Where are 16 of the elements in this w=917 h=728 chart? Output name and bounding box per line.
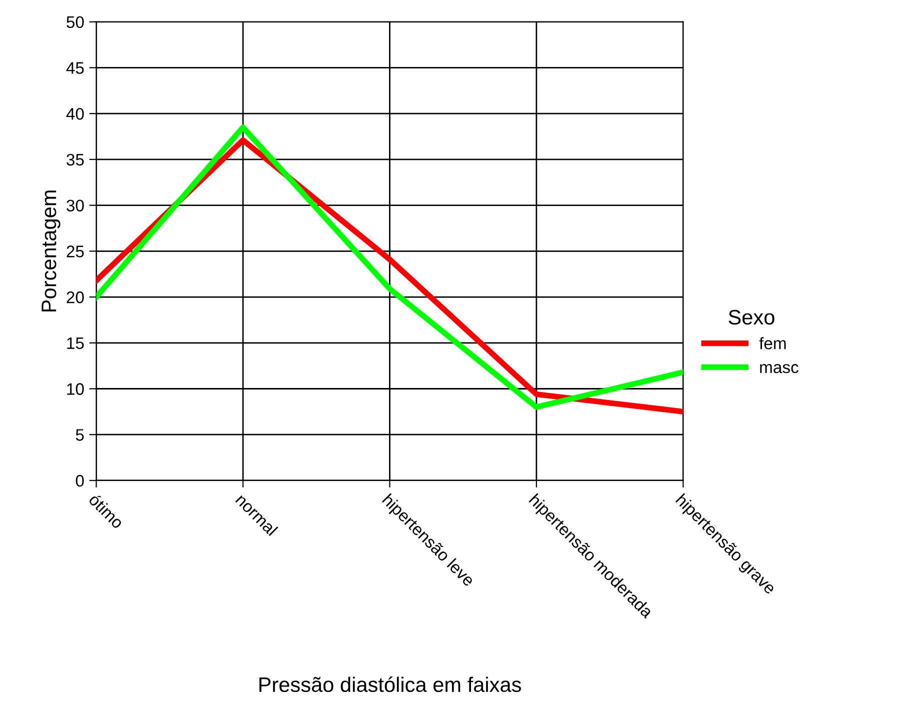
y-tick-label: 25 — [66, 246, 84, 258]
y-tick-label: 10 — [67, 383, 84, 395]
y-tick-label: 35 — [66, 154, 84, 166]
x-axis-title: Pressão diastólica em faixas — [259, 676, 521, 692]
y-tick-label: 0 — [76, 474, 84, 487]
y-tick-label: 15 — [67, 337, 84, 350]
y-tick-label: 30 — [66, 200, 84, 212]
y-tick-label: 40 — [66, 108, 84, 120]
legend-title: Sexo — [728, 310, 774, 325]
legend-label: fem — [759, 337, 786, 350]
y-tick-label: 50 — [66, 16, 84, 28]
y-axis-title: Porcentagem — [42, 190, 60, 312]
y-tick-label: 5 — [76, 429, 84, 441]
y-tick-label: 20 — [66, 291, 84, 304]
legend-label: masc — [760, 364, 798, 374]
y-tick-label: 45 — [66, 62, 84, 74]
